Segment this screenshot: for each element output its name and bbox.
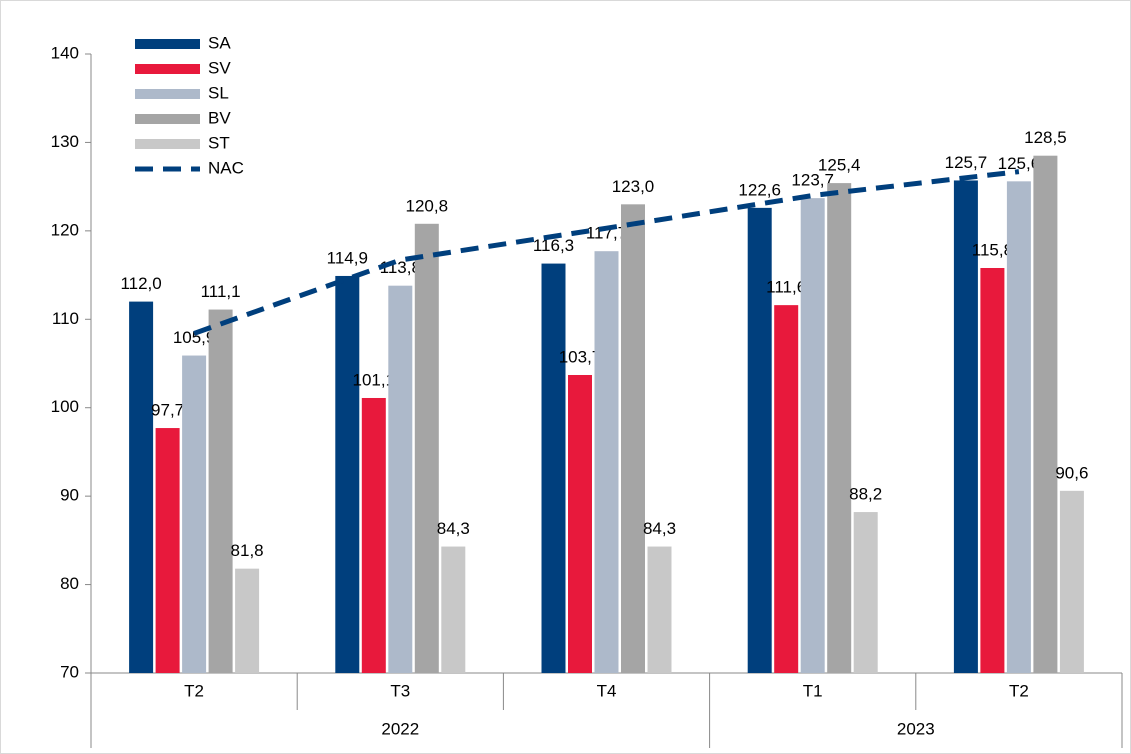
y-tick-label: 130: [51, 132, 79, 151]
data-label: 125,6: [998, 154, 1041, 173]
data-label: 114,9: [327, 248, 368, 267]
data-label: 105,9: [173, 328, 216, 347]
bar: [155, 428, 180, 673]
line-series: [193, 169, 1020, 336]
data-label: 90,6: [1055, 463, 1088, 482]
y-tick-label: 120: [51, 220, 79, 239]
x-tick-label: T4: [597, 681, 617, 700]
data-label: 123,7: [791, 171, 834, 190]
data-label: 125,7: [945, 153, 988, 172]
data-label: 103,7: [559, 347, 602, 366]
bar: [980, 267, 1005, 673]
bar: [1006, 181, 1031, 673]
group-label: 2022: [381, 719, 419, 738]
y-tick-label: 100: [51, 397, 79, 416]
bar: [441, 546, 466, 673]
data-label: 123,0: [612, 177, 655, 196]
legend-label: SL: [208, 83, 229, 102]
x-tick-label: T1: [803, 681, 823, 700]
bar: [853, 512, 878, 673]
data-label: 111,1: [201, 282, 241, 301]
data-label: 84,3: [437, 519, 470, 538]
data-label: 116,3: [533, 236, 574, 255]
bar: [235, 568, 260, 673]
bar: [568, 374, 592, 673]
bar: [388, 285, 413, 673]
legend-label: SV: [208, 58, 231, 77]
bar: [335, 275, 360, 673]
data-label: 115,8: [972, 240, 1013, 259]
bar: [182, 355, 207, 673]
y-tick-label: 90: [60, 486, 79, 505]
y-tick-label: 70: [60, 662, 79, 681]
bar: [647, 546, 672, 673]
data-label: 128,5: [1024, 128, 1067, 147]
legend-label: ST: [208, 133, 230, 152]
bar: [1033, 155, 1058, 673]
bar: [129, 301, 154, 673]
bar: [361, 397, 386, 673]
y-tick-label: 140: [51, 43, 79, 62]
bar: [800, 198, 825, 674]
data-label: 125,4: [818, 156, 861, 175]
data-label: 111,6: [766, 278, 806, 297]
bar: [621, 204, 645, 674]
legend-swatch: [135, 64, 200, 74]
x-tick-label: T3: [390, 681, 410, 700]
bar: [414, 223, 439, 674]
legend-label: NAC: [208, 158, 244, 177]
bar: [208, 309, 233, 673]
data-label: 120,8: [406, 196, 449, 215]
data-label: 84,3: [643, 519, 676, 538]
y-tick-label: 80: [60, 574, 79, 593]
data-label: 81,8: [231, 541, 264, 560]
x-tick-label: T2: [184, 681, 204, 700]
legend-swatch: [135, 89, 200, 99]
legend-swatch: [135, 139, 200, 149]
data-label: 112,0: [120, 274, 161, 293]
data-label: 97,7: [151, 401, 184, 420]
x-tick-label: T2: [1009, 681, 1029, 700]
legend-label: SA: [208, 33, 231, 52]
bar: [774, 305, 799, 673]
legend-label: BV: [208, 108, 231, 127]
data-label: 88,2: [849, 485, 882, 504]
bar: [747, 207, 772, 673]
legend-swatch: [135, 114, 200, 124]
bar: [827, 183, 852, 673]
data-label: 101,1: [353, 370, 396, 389]
legend-swatch: [135, 39, 200, 49]
y-tick-label: 110: [52, 309, 79, 328]
bar: [594, 251, 619, 673]
bar: [541, 263, 566, 673]
bar: [953, 180, 978, 673]
data-label: 122,6: [738, 180, 781, 199]
bar: [1059, 490, 1084, 673]
group-label: 2023: [897, 719, 935, 738]
